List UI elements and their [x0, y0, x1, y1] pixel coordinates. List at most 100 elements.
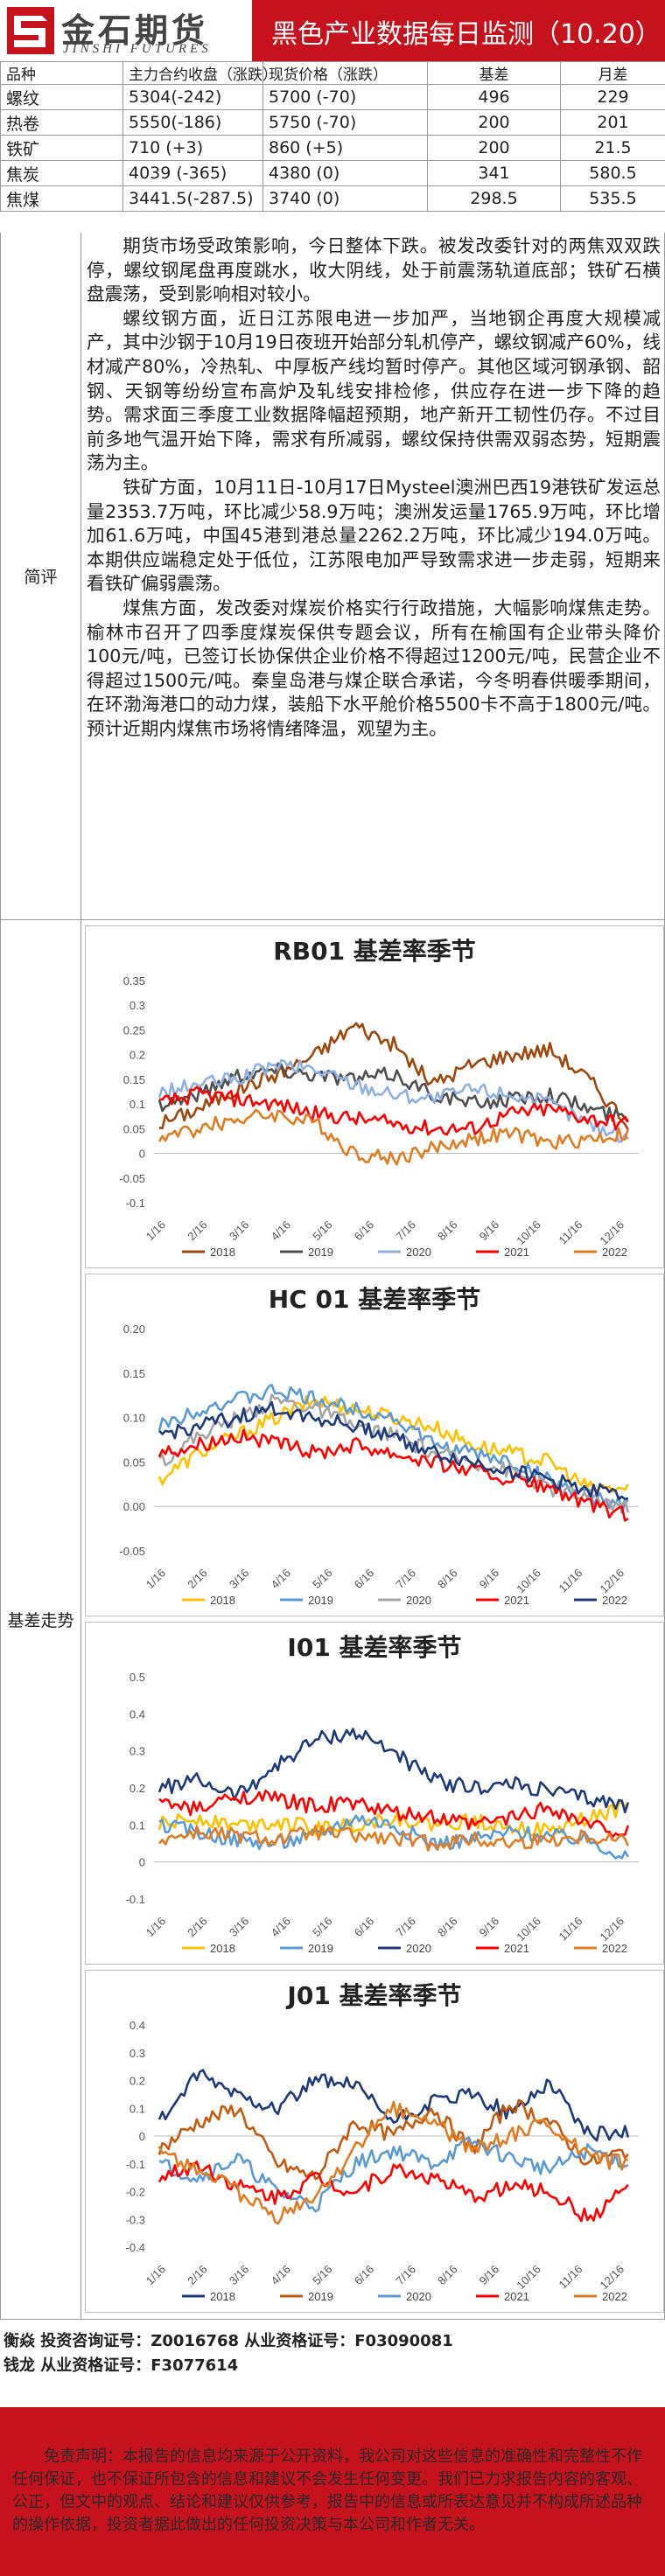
- x-tick-label: 6/16: [352, 1915, 377, 1940]
- x-tick-label: 5/16: [310, 1218, 335, 1244]
- logo-text-cn: 金石期货: [61, 11, 209, 50]
- y-tick-label: -0.1: [126, 1197, 145, 1210]
- analyst-line: 衡焱 投资咨询证号：Z0016768 从业资格证号：F03090081: [4, 2332, 453, 2350]
- chart-title: RB01 基差率季节: [273, 937, 476, 966]
- legend-label: 2021: [504, 1942, 529, 1955]
- series-line-2020: [158, 1059, 629, 1143]
- variety-cell: 焦炭: [0, 160, 123, 186]
- x-tick-label: 7/16: [393, 1567, 418, 1592]
- y-tick-label: 0.00: [123, 1500, 145, 1513]
- x-tick-label: 5/16: [310, 1915, 335, 1940]
- x-tick-label: 6/16: [352, 2263, 377, 2288]
- disclaimer: 免责声明：本报告的信息均来源于公开资料，我公司对这些信息的准确性和完整性不作任何…: [0, 2407, 665, 2576]
- legend-label: 2018: [210, 1942, 235, 1955]
- x-tick-label: 9/16: [477, 2263, 502, 2288]
- x-tick-label: 4/16: [269, 1218, 294, 1244]
- main-contract-cell: 3441.5(-287.5): [122, 185, 263, 212]
- spot-price-cell: 5700 (-70): [262, 84, 428, 110]
- x-tick-label: 10/16: [514, 1218, 543, 1248]
- commentary-section: 简评 期货市场受政策影响，今日整体下跌。被发改委针对的两焦双双跌停，螺纹钢尾盘再…: [0, 233, 665, 920]
- chart-hc01-svg: HC 01 基差率季节 0.20 0.15 0.10 0.05 0.00 -0.05 1/16…: [119, 1285, 639, 1607]
- y-tick-label: 0.3: [130, 1745, 145, 1758]
- legend-label: 2019: [308, 1594, 333, 1607]
- series-line-2021: [158, 1086, 629, 1136]
- chart-title: J01 基差率季节: [285, 1981, 461, 2010]
- charts-label: 基差走势: [1, 920, 81, 2319]
- basis-cell: 341: [427, 160, 561, 186]
- series-line-2021: [158, 1789, 630, 1839]
- y-tick-label: -0.1: [126, 2158, 145, 2171]
- x-tick-label: 8/16: [435, 2263, 460, 2288]
- legend-label: 2018: [210, 2290, 235, 2303]
- chart-rb01: RB01 基差率季节 0.35 0.3 0.25 0.2 0.15 0.1 0.05 0 -0.0…: [85, 925, 664, 1268]
- series-line-2019: [158, 1383, 629, 1514]
- main-contract-cell: 4039 (-365): [122, 160, 263, 186]
- spread-cell: 580.5: [560, 160, 665, 186]
- x-tick-label: 9/16: [477, 1915, 502, 1940]
- table-row: 铁矿 710 (+3) 860 (+5) 200 21.5: [0, 135, 665, 161]
- chart-title: I01 基差率季节: [287, 1633, 461, 1662]
- x-tick-label: 5/16: [310, 1567, 335, 1592]
- header-variety: 品种: [0, 61, 123, 85]
- chart-i01: I01 基差率季节 0.5 0.4 0.3 0.2 0.1 0 -0.1 1/16 2/16 3/1…: [85, 1622, 664, 1965]
- x-tick-label: 11/16: [556, 1915, 585, 1944]
- y-tick-label: 0.2: [130, 1782, 145, 1795]
- spread-cell: 535.5: [560, 185, 665, 212]
- series-line-2019: [158, 1062, 629, 1123]
- x-tick-label: 11/16: [556, 1567, 585, 1595]
- x-tick-label: 10/16: [514, 1567, 543, 1596]
- logo: 金石期货 JINSHI FUTURES: [0, 0, 252, 61]
- y-tick-label: 0.5: [130, 1671, 145, 1684]
- x-tick-label: 2/16: [185, 1567, 210, 1592]
- spot-price-cell: 4380 (0): [262, 160, 428, 186]
- series-line-2022: [158, 1825, 629, 1852]
- commentary-label: 简评: [1, 233, 81, 919]
- legend-label: 2021: [504, 1246, 529, 1259]
- commentary-paragraph: 煤焦方面，发改委对煤炭价格实行行政措施，大幅影响煤焦走势。榆林市召开了四季度煤炭…: [87, 597, 661, 739]
- x-tick-label: 9/16: [477, 1567, 502, 1592]
- variety-cell: 焦煤: [0, 185, 123, 212]
- y-tick-label: 0.2: [130, 2075, 145, 2088]
- commentary-paragraph: 螺纹钢方面，近日江苏限电进一步加严，当地钢企再度大规模减产，其中沙钢于10月19…: [87, 307, 661, 474]
- table-row: 焦煤 3441.5(-287.5) 3740 (0) 298.5 535.5: [0, 185, 665, 212]
- x-tick-label: 12/16: [598, 2263, 627, 2293]
- variety-cell: 热卷: [0, 109, 123, 136]
- basis-cell: 200: [427, 135, 561, 161]
- y-tick-label: 0: [139, 1856, 145, 1869]
- x-tick-label: 7/16: [393, 1218, 418, 1244]
- basis-charts-section: 基差走势 RB01 基差率季节 0.35 0.3 0.25 0.2 0.15 0.1 0.05…: [0, 920, 665, 2320]
- x-tick-label: 3/16: [227, 2263, 252, 2288]
- series-line-2019: [158, 2098, 629, 2181]
- commentary-paragraph: 期货市场受政策影响，今日整体下跌。被发改委针对的两焦双双跌停，螺纹钢尾盘再度跳水…: [87, 235, 661, 305]
- spread-cell: 201: [560, 109, 665, 136]
- spot-price-cell: 3740 (0): [262, 185, 428, 212]
- x-tick-label: 12/16: [598, 1567, 627, 1596]
- jinshi-logo-icon: [7, 7, 54, 54]
- spot-price-cell: 860 (+5): [262, 135, 428, 161]
- report-title: 黑色产业数据每日监测（10.20）: [271, 19, 662, 50]
- x-tick-label: 1/16: [144, 1915, 169, 1940]
- legend-label: 2022: [602, 1594, 627, 1607]
- chart-hc01: HC 01 基差率季节 0.20 0.15 0.10 0.05 0.00 -0.05 1/16…: [85, 1274, 664, 1616]
- variety-cell: 铁矿: [0, 135, 123, 161]
- y-tick-label: 0.3: [130, 999, 145, 1012]
- legend-label: 2019: [308, 2290, 333, 2303]
- y-tick-label: 0.20: [123, 1323, 145, 1336]
- legend-label: 2022: [602, 2290, 627, 2303]
- x-tick-label: 4/16: [269, 1915, 294, 1940]
- x-tick-label: 6/16: [352, 1567, 377, 1592]
- series-line-2022: [158, 1108, 630, 1166]
- y-tick-label: 0: [139, 2130, 145, 2143]
- legend-label: 2021: [504, 2290, 529, 2303]
- x-tick-label: 4/16: [269, 2263, 294, 2288]
- main-contract-cell: 710 (+3): [122, 135, 263, 161]
- x-tick-label: 6/16: [352, 1218, 377, 1244]
- y-tick-label: -0.05: [119, 1545, 145, 1558]
- header-spread: 月差: [560, 61, 665, 85]
- spread-cell: 229: [560, 84, 665, 110]
- variety-cell: 螺纹: [0, 84, 123, 110]
- logo-text-en: JINSHI FUTURES: [63, 42, 212, 56]
- basis-cell: 298.5: [427, 185, 561, 212]
- y-tick-label: -0.3: [126, 2213, 145, 2226]
- y-tick-label: 0.1: [130, 1098, 145, 1111]
